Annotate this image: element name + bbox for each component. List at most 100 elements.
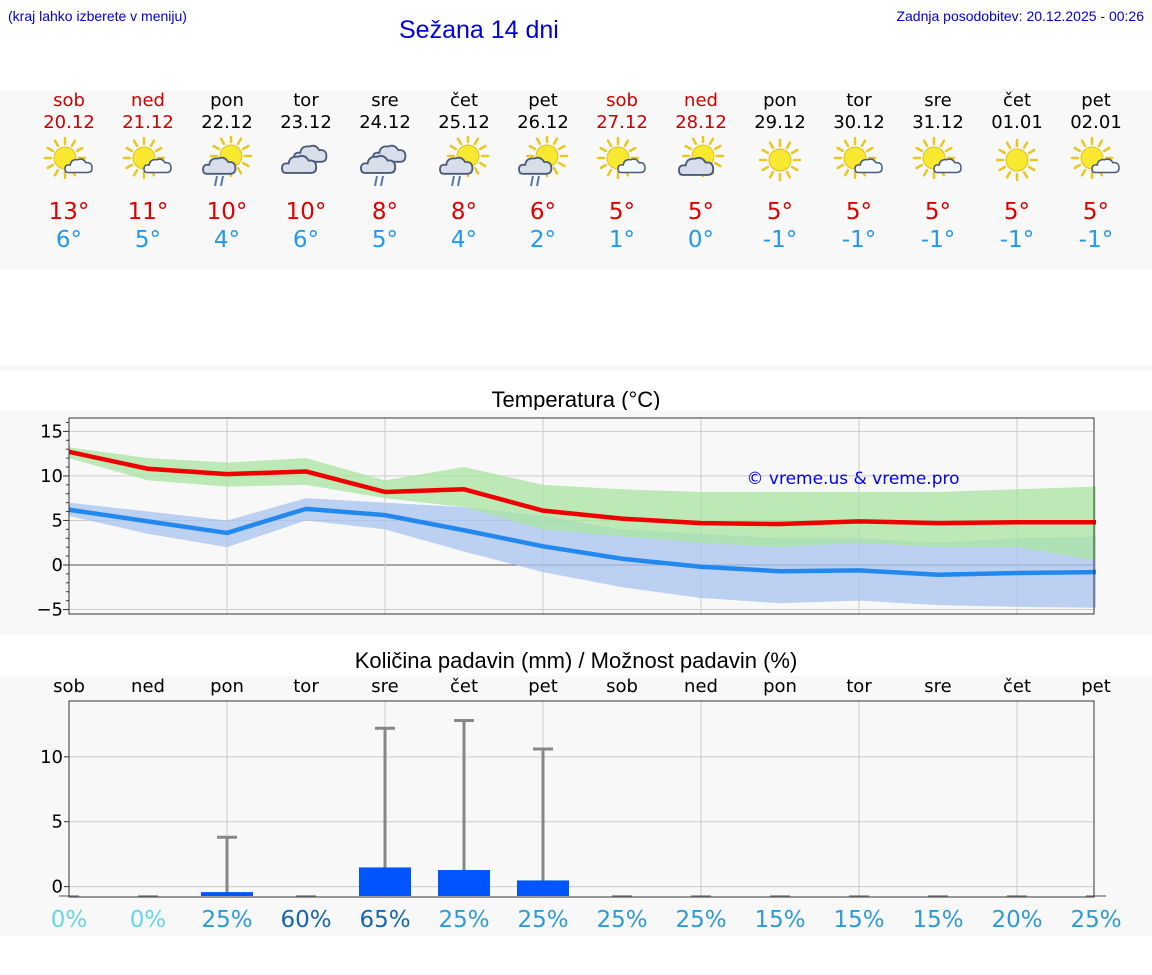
plot-frame: [68, 700, 1095, 898]
min-temperature: -1°: [920, 227, 956, 253]
precip-chance-label: 15%: [912, 907, 963, 933]
min-temperature: -1°: [1078, 227, 1114, 253]
day-name: ned: [684, 90, 718, 111]
min-temperature: -1°: [841, 227, 877, 253]
day-name: tor: [846, 90, 872, 111]
y-tick-label: 10: [40, 747, 63, 768]
day-date: 28.12: [675, 112, 727, 133]
x-category-label: sre: [924, 676, 951, 697]
y-tick-label: 15: [40, 421, 63, 442]
min-temperature: 6°: [292, 227, 320, 253]
min-temperature: 5°: [371, 227, 399, 253]
day-column: pon 22.12 10° 4°: [187, 90, 267, 254]
precip-bar: [201, 892, 253, 896]
temperature-chart: −5 0 5 10 15 © vreme.us & vreme.pro: [36, 417, 1097, 621]
day-column: tor 23.12 10° 6°: [266, 90, 346, 254]
y-tick-label: 0: [52, 877, 63, 898]
precip-chance-label: 25%: [596, 907, 647, 933]
day-column: pet 26.12 6° 2°: [503, 90, 583, 254]
x-category-label: čet: [450, 676, 478, 697]
day-name: sob: [53, 90, 85, 111]
precipitation-chart-title: Količina padavin (mm) / Možnost padavin …: [354, 648, 798, 673]
day-column: ned 28.12 5° 0°: [661, 90, 741, 254]
max-temperature: 5°: [1003, 199, 1031, 225]
precip-chance-label: 15%: [833, 907, 884, 933]
day-column: tor 30.12 5° -1°: [819, 90, 899, 254]
precipitation-chart: sob ned pon tor sre čet pet sob ned pon tor sre čet p…: [40, 676, 1121, 933]
precip-chance-label: 25%: [201, 907, 252, 933]
max-temperature: 5°: [845, 199, 873, 225]
day-date: 02.01: [1070, 112, 1122, 133]
y-tick-label: 0: [52, 555, 63, 576]
day-column: čet 25.12 8° 4°: [424, 90, 504, 254]
day-name: tor: [293, 90, 319, 111]
day-name: pet: [1081, 90, 1111, 111]
precip-bar: [438, 870, 490, 896]
sun-cloud-icon: [833, 136, 883, 180]
day-name: ned: [131, 90, 165, 111]
y-tick-label: 5: [52, 510, 63, 531]
cloud-sun-icon: [678, 136, 725, 178]
x-category-label: ned: [131, 676, 165, 697]
x-category-label: sre: [371, 676, 398, 697]
last-updated: Zadnja posodobitev: 20.12.2025 - 00:26: [896, 8, 1144, 24]
day-date: 01.01: [991, 112, 1043, 133]
x-category-label: čet: [1003, 676, 1031, 697]
sun-cloud-rain-icon: [439, 136, 490, 187]
day-date: 29.12: [754, 112, 806, 133]
day-date: 24.12: [359, 112, 411, 133]
day-date: 27.12: [596, 112, 648, 133]
sun-cloud-icon: [912, 136, 962, 180]
day-date: 21.12: [122, 112, 174, 133]
x-category-label: tor: [846, 676, 872, 697]
day-date: 23.12: [280, 112, 332, 133]
temperature-chart-title: Temperatura (°C): [491, 387, 661, 412]
y-tick-label: 10: [40, 466, 63, 487]
y-tick-label: 5: [52, 812, 63, 833]
tmax-line: [68, 449, 1096, 527]
max-temperature: 8°: [450, 199, 478, 225]
min-temperature: -1°: [999, 227, 1035, 253]
precip-chance-label: 25%: [675, 907, 726, 933]
day-name: sre: [371, 90, 399, 111]
min-temperature: 4°: [450, 227, 478, 253]
min-temperature: 4°: [213, 227, 241, 253]
min-temperature: 5°: [134, 227, 162, 253]
day-name: pon: [210, 90, 244, 111]
x-category-label: sob: [53, 676, 85, 697]
day-date: 26.12: [517, 112, 569, 133]
x-category-label: tor: [293, 676, 319, 697]
day-name: čet: [449, 90, 479, 111]
day-name: sre: [924, 90, 952, 111]
min-temperature: 0°: [687, 227, 715, 253]
precip-chance-label: 0%: [130, 907, 167, 933]
plot-area: [69, 701, 1094, 897]
day-name: pon: [763, 90, 797, 111]
sun-cloud-icon: [43, 136, 93, 180]
day-column: sre 31.12 5° -1°: [898, 90, 978, 254]
day-date: 30.12: [833, 112, 885, 133]
max-temperature: 11°: [127, 199, 169, 225]
sun-icon: [758, 138, 802, 182]
sun-icon: [995, 138, 1039, 182]
precip-bar: [517, 880, 569, 896]
max-temperature: 13°: [48, 199, 90, 225]
day-column: sre 24.12 8° 5°: [345, 90, 425, 254]
day-column: sob 20.12 13° 6°: [29, 90, 109, 254]
divider: [0, 365, 1152, 371]
max-temperature: 5°: [924, 199, 952, 225]
watermark: © vreme.us & vreme.pro: [746, 469, 959, 489]
precip-chance-label: 25%: [1070, 907, 1121, 933]
precip-chance-label: 65%: [359, 907, 410, 933]
precip-chance-label: 20%: [991, 907, 1042, 933]
location-hint: (kraj lahko izberete v meniju): [8, 8, 187, 24]
max-temperature: 10°: [206, 199, 248, 225]
cloudy-icon: [281, 144, 328, 174]
precip-chance-label: 15%: [754, 907, 805, 933]
sun-cloud-icon: [596, 136, 646, 180]
sun-cloud-icon: [122, 136, 172, 180]
min-temperature: 1°: [608, 227, 636, 253]
precip-chance-label: 0%: [51, 907, 88, 933]
max-temperature: 8°: [371, 199, 399, 225]
x-category-label: pet: [1081, 676, 1111, 697]
